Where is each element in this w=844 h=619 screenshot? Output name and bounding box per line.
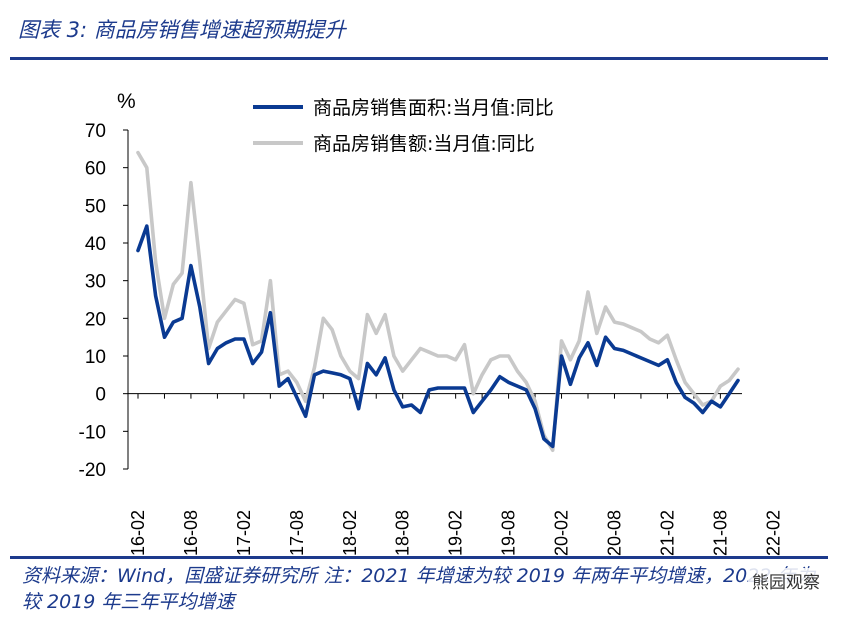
y-tick-label: 70 xyxy=(85,121,106,142)
y-tick-label: 60 xyxy=(85,159,106,180)
x-tick-label: 17-08 xyxy=(287,510,307,556)
y-tick-label: 20 xyxy=(85,309,106,330)
series-line-area xyxy=(136,224,740,449)
x-tick-label: 20-08 xyxy=(604,510,624,556)
y-tick-label: 0 xyxy=(95,385,106,406)
source-note: 资料来源：Wind，国盛证券研究所 注：2021 年增速为较 2019 年两年平… xyxy=(22,565,816,613)
series-line-amount xyxy=(136,150,740,453)
x-tick-label: 21-02 xyxy=(657,510,677,556)
title-divider xyxy=(10,57,828,60)
figure-title: 图表 3: 商品房销售增速超预期提升 xyxy=(18,18,346,42)
x-tick-label: 20-02 xyxy=(552,510,572,556)
x-tick-label: 16-02 xyxy=(128,510,148,556)
y-tick-label: 50 xyxy=(85,196,106,217)
y-tick-label: 30 xyxy=(85,272,106,293)
x-tick-label: 19-08 xyxy=(499,510,519,556)
y-tick-label: -10 xyxy=(79,422,106,443)
y-tick-label: 40 xyxy=(85,234,106,255)
x-tick-label: 19-02 xyxy=(446,510,466,556)
chart-axes: -20 -10 0 10 20 30 40 50 60 70% 16-02 16-08 17-02 17-… xyxy=(79,90,784,556)
x-tick-label: 18-08 xyxy=(393,510,413,556)
chart-lines xyxy=(136,150,740,453)
x-tick-label: 17-02 xyxy=(234,510,254,556)
x-tick-label: 21-08 xyxy=(710,510,730,556)
y-tick-label: -20 xyxy=(79,460,106,481)
y-tick-label: 10 xyxy=(85,347,106,368)
x-tick-label: 18-02 xyxy=(340,510,360,556)
x-tick-label: 22-02 xyxy=(763,510,783,556)
legend-label-amount: 商品房销售额:当月值:同比 xyxy=(313,133,535,155)
watermark: 熊园观察 xyxy=(748,568,824,593)
footer-divider xyxy=(10,556,828,559)
legend-label-area: 商品房销售面积:当月值:同比 xyxy=(313,97,554,119)
x-tick-label: 16-08 xyxy=(181,510,201,556)
y-unit-label: % xyxy=(117,90,136,113)
